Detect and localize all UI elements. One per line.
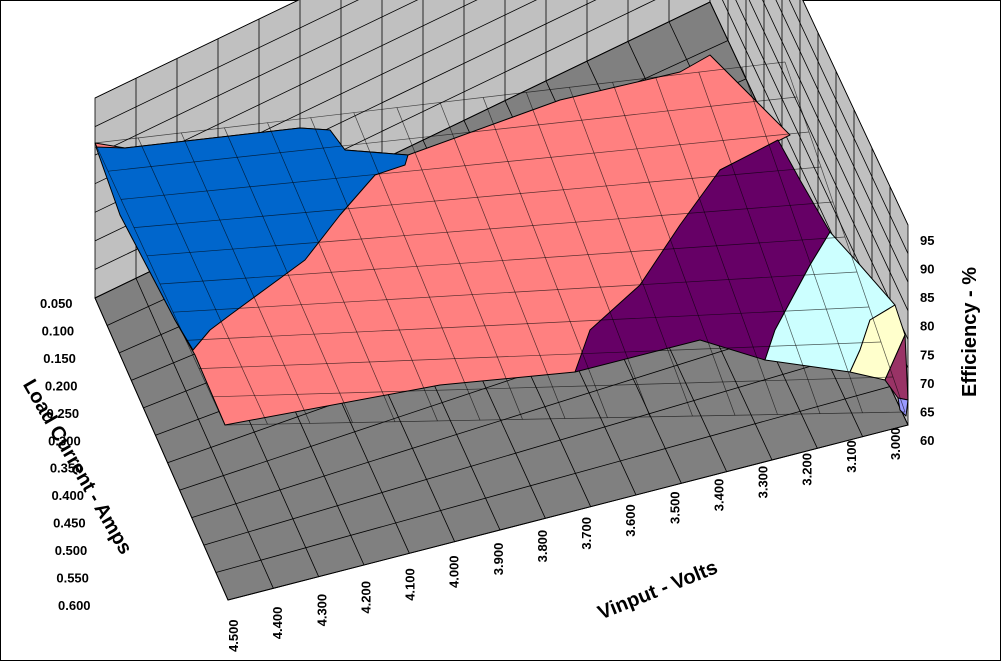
surface-meshline <box>94 61 786 144</box>
x-tick-label: 3.700 <box>579 517 594 550</box>
x-tick-label: 4.400 <box>270 607 285 640</box>
floor-gridline <box>215 386 891 573</box>
x-tick-label: 3.800 <box>535 530 550 563</box>
z-tick-label: 60 <box>920 433 934 448</box>
y-tick-label: 0.100 <box>42 323 75 338</box>
y-tick-label: 0.300 <box>48 433 81 448</box>
surface-meshline <box>159 236 846 285</box>
surface-meshline <box>185 306 870 341</box>
surface-meshline <box>146 201 834 257</box>
x-tick-label: 3.600 <box>623 504 638 537</box>
floor-gridline <box>135 278 274 589</box>
wall-gridline <box>94 0 909 226</box>
y-tick-label: 0.050 <box>40 296 73 311</box>
x-axis-ticks: 4.500 4.400 4.300 4.200 4.100 4.000 3.900 3.800… <box>226 427 903 652</box>
z-tick-label: 70 <box>920 376 934 391</box>
x-tick-label: 3.200 <box>800 453 815 486</box>
surface-meshline <box>107 96 798 172</box>
surface-meshline <box>120 131 810 200</box>
x-tick-label: 4.300 <box>314 594 329 627</box>
y-tick-label: 0.400 <box>51 488 84 503</box>
x-tick-label: 3.500 <box>667 491 682 524</box>
y-tick-label: 0.550 <box>56 571 89 586</box>
z-tick-label: 85 <box>920 290 934 305</box>
surface-meshline <box>211 376 894 398</box>
efficiency-surface <box>94 54 909 426</box>
x-tick-label: 4.000 <box>447 555 462 588</box>
y-tick-label: 0.600 <box>58 598 91 613</box>
surface-meshline <box>224 411 906 426</box>
y-axis-ticks: 0.050 0.100 0.150 0.200 0.250 0.300 0.350 0.400… <box>40 296 91 613</box>
x-tick-label: 4.500 <box>226 619 241 652</box>
x-tick-label: 3.300 <box>756 466 771 499</box>
y-tick-label: 0.150 <box>43 351 76 366</box>
y-tick-label: 0.200 <box>45 378 78 393</box>
x-tick-label: 3.100 <box>844 440 859 473</box>
floor-gridline <box>94 297 229 601</box>
y-tick-label: 0.500 <box>55 543 88 558</box>
z-tick-label: 80 <box>920 319 934 334</box>
x-tick-label: 3.000 <box>888 427 903 460</box>
surface-meshline <box>133 166 822 228</box>
surface-meshline <box>198 341 882 369</box>
z-axis-title: Efficiency - % <box>959 267 981 397</box>
y-tick-label: 0.350 <box>50 461 83 476</box>
y-tick-label: 0.450 <box>53 516 86 531</box>
x-tick-label: 3.400 <box>712 479 727 512</box>
x-tick-label: 3.900 <box>491 543 506 576</box>
surface-meshline <box>172 271 858 313</box>
floor-gridline <box>227 424 909 601</box>
z-tick-label: 65 <box>920 404 934 419</box>
z-axis-ticks: 60 65 70 75 80 85 90 95 <box>920 233 934 448</box>
z-tick-label: 75 <box>920 347 934 362</box>
z-tick-label: 95 <box>920 233 934 248</box>
x-tick-label: 4.200 <box>358 581 373 614</box>
x-tick-label: 4.100 <box>403 568 418 601</box>
z-tick-label: 90 <box>920 262 934 277</box>
y-tick-label: 0.250 <box>47 406 80 421</box>
